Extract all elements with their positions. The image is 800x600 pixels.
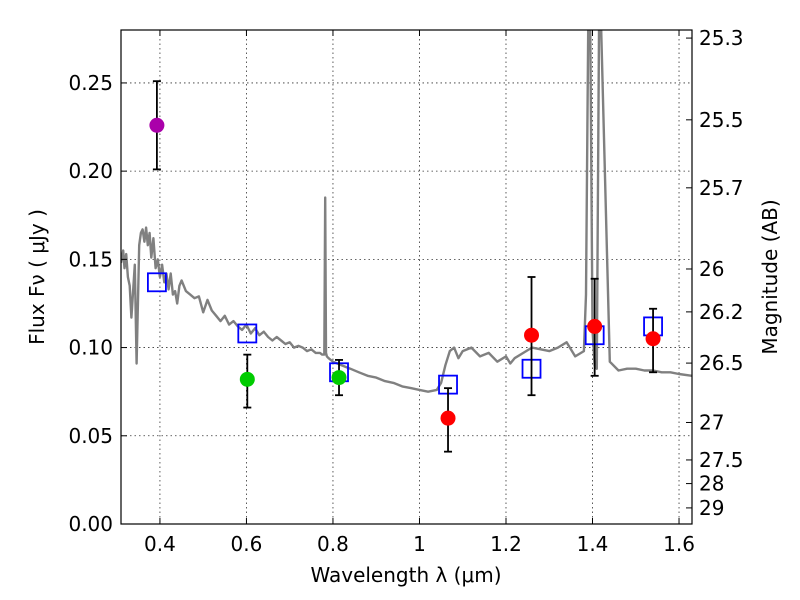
x-axis-label: Wavelength λ (μm) (310, 563, 501, 587)
x-tick-label: 1.2 (490, 532, 522, 556)
y-tick-label: 0.25 (68, 71, 113, 95)
mag-tick-label: 29 (699, 496, 724, 520)
y-axis-label: Flux Fν ( μJy ) (25, 209, 49, 345)
mag-tick-label: 28 (699, 472, 724, 496)
x-tick-label: 0.4 (144, 532, 176, 556)
model-spectrum-layer (121, 30, 692, 393)
y-tick-label: 0.05 (68, 424, 113, 448)
y-tick-label: 0.10 (68, 336, 113, 360)
x-tick-label: 1.4 (577, 532, 609, 556)
right-axis-label: Magnitude (AB) (758, 199, 782, 354)
plot-frame (120, 29, 693, 525)
data-point (239, 371, 255, 387)
mag-tick-label: 27 (699, 410, 724, 434)
data-point (587, 318, 603, 334)
mag-tick-label: 26 (699, 257, 724, 281)
data-point (440, 410, 456, 426)
mag-tick-label: 26.5 (699, 351, 744, 375)
x-tick-label: 0.8 (317, 532, 349, 556)
mag-tick-label: 25.3 (699, 26, 744, 50)
y-tick-label: 0.00 (68, 512, 113, 536)
model-band-square (147, 272, 167, 293)
photometry-layer (147, 80, 663, 453)
y-tick-label: 0.15 (68, 247, 113, 271)
mag-tick-label: 25.5 (699, 108, 744, 132)
mag-tick-label: 25.7 (699, 176, 744, 200)
y-tick-label: 0.20 (68, 159, 113, 183)
data-point (331, 370, 347, 386)
data-point (149, 117, 165, 133)
x-tick-label: 1.6 (663, 532, 695, 556)
axis-ticks: 0.4 0.6 0.8 1 1.2 1.4 1.6 0.00 0.05 0.10 0.15 0.20 0… (68, 26, 743, 556)
model-band-square (237, 323, 258, 344)
data-point (524, 327, 540, 343)
model-spectrum-line (121, 30, 692, 393)
mag-tick-label: 26.2 (699, 300, 744, 324)
data-point (645, 331, 661, 347)
x-tick-label: 1 (413, 532, 426, 556)
x-tick-label: 0.6 (231, 532, 263, 556)
mag-tick-label: 27.5 (699, 448, 744, 472)
